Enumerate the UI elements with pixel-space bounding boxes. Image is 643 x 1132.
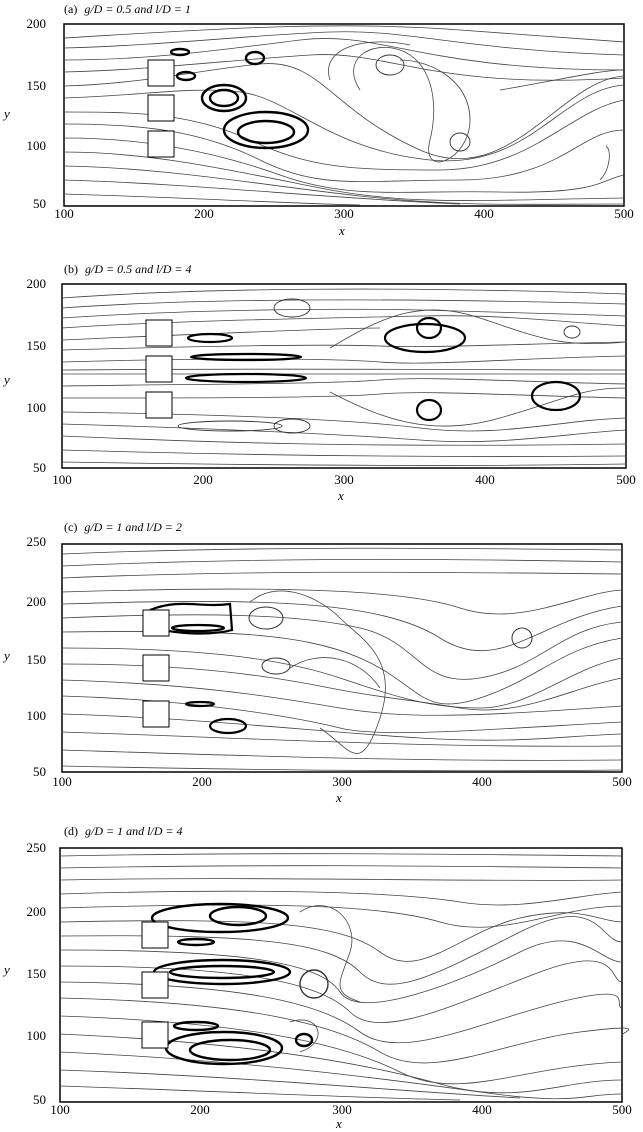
y-tick: 150: [26, 78, 47, 93]
panel-d: (d) g/D = 1 and l/D = 4 y 250 200 150 10…: [0, 822, 643, 1132]
panel-b: (b) g/D = 0.5 and l/D = 4 y 200 150 100 …: [0, 258, 643, 508]
x-tick: 200: [190, 1102, 210, 1117]
x-tick: 500: [614, 206, 634, 221]
cylinder-top: [147, 59, 175, 87]
panel-tag: (a): [64, 2, 78, 16]
x-tick: 200: [192, 774, 212, 789]
panel-c: (c) g/D = 1 and l/D = 2 y 250 200 150 10…: [0, 518, 643, 808]
y-tick: 150: [26, 966, 47, 981]
x-axis-label: x: [336, 790, 342, 805]
y-tick: 200: [26, 16, 47, 31]
x-axis-label: x: [339, 223, 345, 238]
cylinder-bottom: [142, 700, 170, 728]
x-tick: 100: [52, 774, 72, 789]
cylinder-top: [145, 319, 173, 347]
x-tick: 200: [193, 472, 213, 487]
x-tick: 300: [332, 774, 352, 789]
x-tick: 100: [54, 206, 74, 221]
x-axis-label: x: [336, 1116, 342, 1131]
cylinder-bottom: [145, 391, 173, 419]
panel-tag: (b): [64, 262, 78, 276]
y-tick: 100: [26, 708, 47, 723]
square-cylinders: [142, 609, 170, 728]
y-tick: 100: [26, 138, 47, 153]
square-cylinders: [145, 319, 173, 419]
y-tick: 50: [33, 196, 46, 211]
y-axis-label: y: [4, 962, 10, 977]
panel-title: (d) g/D = 1 and l/D = 4: [64, 824, 183, 839]
y-tick: 150: [26, 338, 47, 353]
cylinder-middle: [147, 94, 175, 122]
y-tick: 200: [26, 594, 47, 609]
square-cylinders: [141, 921, 169, 1049]
x-tick: 400: [472, 1102, 492, 1117]
panel-tag: (c): [64, 520, 78, 534]
y-tick: 50: [33, 764, 46, 779]
y-tick: 100: [26, 1028, 47, 1043]
panel-condition: g/D = 0.5 and l/D = 4: [85, 262, 192, 276]
streamline-plot: [59, 847, 630, 1103]
y-tick: 250: [26, 840, 47, 855]
x-tick: 200: [194, 206, 214, 221]
cylinder-top: [141, 921, 169, 949]
cylinder-top: [142, 609, 170, 637]
panel-condition: g/D = 1 and l/D = 4: [85, 824, 183, 838]
x-tick: 300: [332, 1102, 352, 1117]
y-tick: 200: [26, 276, 47, 291]
y-tick: 50: [33, 1092, 46, 1107]
plot-frame: [59, 847, 623, 1103]
cylinder-middle: [142, 654, 170, 682]
x-tick: 300: [334, 206, 354, 221]
y-tick: 50: [33, 460, 46, 475]
streamline-plot: [61, 283, 627, 469]
streamline-plot: [63, 23, 625, 207]
y-tick: 200: [26, 904, 47, 919]
x-tick: 500: [616, 472, 636, 487]
x-tick: 300: [334, 472, 354, 487]
panel-title: (c) g/D = 1 and l/D = 2: [64, 520, 182, 535]
panel-title: (b) g/D = 0.5 and l/D = 4: [64, 262, 192, 277]
plot-frame: [61, 283, 627, 469]
cylinder-middle: [141, 971, 169, 999]
panel-title: (a) g/D = 0.5 and l/D = 1: [64, 2, 191, 17]
vortices: [149, 602, 248, 735]
x-tick: 500: [612, 1102, 632, 1117]
panel-condition: g/D = 0.5 and l/D = 1: [84, 2, 191, 16]
x-tick: 400: [475, 472, 495, 487]
panel-condition: g/D = 1 and l/D = 2: [84, 520, 182, 534]
vortices: [169, 47, 310, 150]
panel-tag: (d): [64, 824, 78, 838]
y-axis-label: y: [4, 372, 10, 387]
y-tick: 100: [26, 400, 47, 415]
y-axis-label: y: [4, 648, 10, 663]
cylinder-bottom: [147, 130, 175, 158]
x-tick: 500: [612, 774, 632, 789]
y-tick: 250: [26, 534, 47, 549]
x-axis-label: x: [338, 488, 344, 503]
y-axis-label: y: [4, 106, 10, 121]
square-cylinders: [147, 59, 175, 158]
vortices: [184, 316, 582, 422]
cylinder-bottom: [141, 1021, 169, 1049]
x-tick: 100: [52, 472, 72, 487]
streamline-plot: [61, 543, 623, 773]
x-tick: 400: [474, 206, 494, 221]
x-tick: 400: [472, 774, 492, 789]
y-tick: 150: [26, 652, 47, 667]
plot-frame: [63, 23, 625, 207]
cylinder-middle: [145, 355, 173, 383]
x-tick: 100: [50, 1102, 70, 1117]
vortices: [150, 902, 314, 1066]
panel-a: (a) g/D = 0.5 and l/D = 1 y 200 150 100 …: [0, 0, 643, 245]
